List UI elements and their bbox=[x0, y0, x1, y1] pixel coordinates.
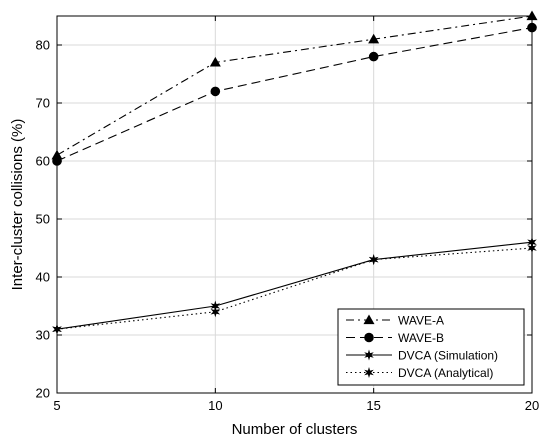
series-line bbox=[56, 247, 533, 330]
grid bbox=[57, 16, 532, 393]
y-tick-label: 50 bbox=[36, 212, 50, 227]
data-point bbox=[209, 56, 221, 67]
series-1 bbox=[51, 10, 538, 160]
axes: 5 10 15 20 20 30 40 50 60 70 80 bbox=[36, 15, 539, 413]
y-axis-title: Inter-cluster collisions (%) bbox=[9, 119, 26, 291]
y-tick-label: 70 bbox=[36, 96, 50, 111]
data-point bbox=[368, 51, 379, 62]
legend-label: DVCA (Analytical) bbox=[398, 366, 493, 380]
legend-marker bbox=[364, 367, 374, 378]
data-point bbox=[51, 149, 63, 160]
data-point bbox=[52, 323, 62, 335]
legend-label: WAVE-B bbox=[398, 331, 444, 345]
plot-frame bbox=[56, 15, 533, 394]
legend-marker bbox=[364, 349, 374, 361]
y-tick-label: 40 bbox=[36, 270, 50, 285]
y-tick-label: 30 bbox=[36, 328, 50, 343]
series-line bbox=[56, 15, 533, 156]
legend-marker bbox=[364, 332, 374, 343]
x-axis-title: Number of clusters bbox=[232, 421, 358, 438]
data-point bbox=[527, 236, 537, 248]
data-point bbox=[52, 156, 62, 166]
y-tick-label: 80 bbox=[36, 38, 50, 53]
legend: WAVE-A WAVE-B DVCA (Simulation) DVCA (Analy… bbox=[337, 308, 525, 386]
series-4 bbox=[52, 242, 537, 335]
x-tick-label: 15 bbox=[366, 398, 380, 413]
data-point bbox=[210, 300, 221, 312]
data-point bbox=[526, 10, 538, 21]
legend-label: WAVE-A bbox=[398, 314, 444, 328]
x-tick-label: 5 bbox=[53, 398, 60, 413]
data-point bbox=[527, 242, 537, 254]
legend-marker bbox=[363, 314, 375, 325]
data-point bbox=[368, 254, 379, 266]
series-line bbox=[56, 241, 533, 330]
y-tick-label: 60 bbox=[36, 154, 50, 169]
series-2 bbox=[52, 22, 537, 166]
data-point bbox=[210, 86, 221, 97]
series-layer bbox=[51, 10, 538, 335]
y-tick-label: 20 bbox=[36, 386, 50, 401]
x-tick-label: 20 bbox=[525, 398, 539, 413]
series-line bbox=[56, 27, 533, 162]
data-point bbox=[527, 22, 537, 33]
x-tick-label: 10 bbox=[208, 398, 222, 413]
legend-label: DVCA (Simulation) bbox=[398, 349, 498, 363]
data-point bbox=[368, 33, 380, 44]
data-point bbox=[210, 306, 221, 318]
